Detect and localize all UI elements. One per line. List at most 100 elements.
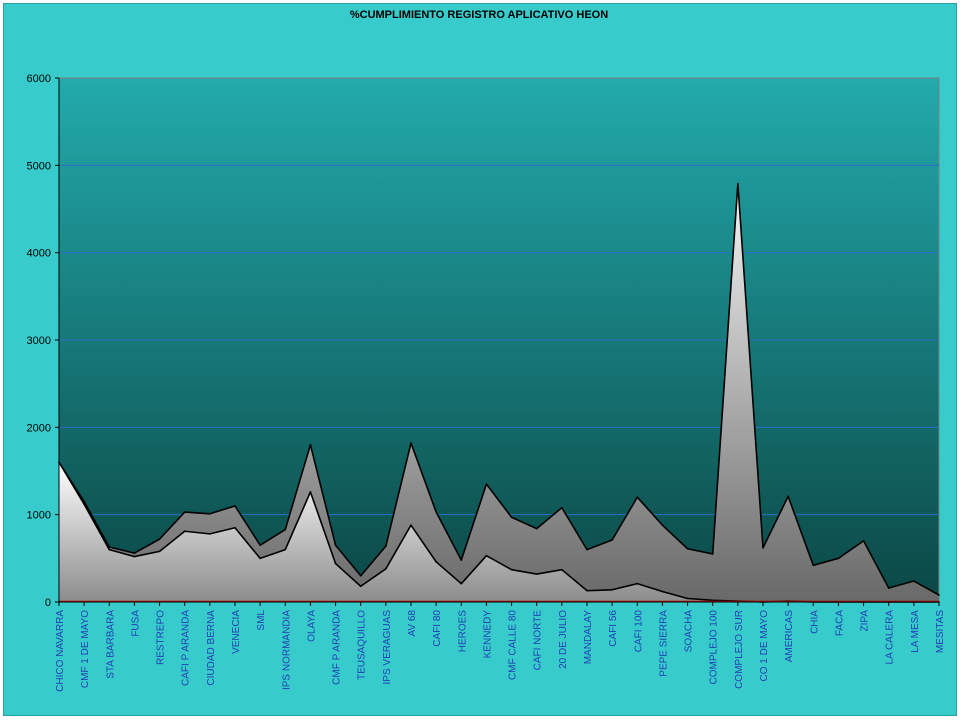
- y-tick-label: 5000: [27, 160, 51, 172]
- chart-title: %CUMPLIMIENTO REGISTRO APLICATIVO HEON: [350, 9, 608, 21]
- data-point: [334, 562, 337, 565]
- x-tick-label: SOACHA: [684, 610, 695, 653]
- data-point: [410, 442, 412, 444]
- data-point: [83, 503, 85, 505]
- data-point: [586, 548, 588, 551]
- data-point: [435, 511, 437, 513]
- x-tick-label: CHIA: [809, 610, 820, 634]
- data-point: [938, 594, 940, 596]
- data-point: [636, 496, 639, 499]
- x-tick-label: RESTREPO: [156, 610, 167, 665]
- x-tick-label: CAFI NORTE: [533, 610, 544, 671]
- data-point: [611, 588, 613, 591]
- x-tick-label: LA CALERA: [885, 610, 896, 665]
- data-point: [108, 548, 111, 551]
- data-point: [510, 568, 513, 571]
- x-tick-label: CIUDAD BERNA: [206, 610, 217, 686]
- x-tick-label: CAFI 80: [432, 610, 443, 647]
- series-area-1: [59, 183, 939, 603]
- x-tick-label: TEUSAQUILLO: [357, 610, 368, 680]
- series-area-2: [59, 462, 939, 602]
- area-chart: %CUMPLIMIENTO REGISTRO APLICATIVO HEON 0…: [27, 9, 946, 692]
- x-tick-label: STA BARBARA: [105, 610, 116, 679]
- data-point: [460, 559, 463, 561]
- data-point: [661, 524, 664, 526]
- data-point: [385, 545, 387, 547]
- y-tick-label: 0: [45, 597, 51, 609]
- x-tick-label: COMPLEJO 100: [709, 610, 720, 685]
- x-tick-label: ZIPA: [860, 610, 871, 632]
- y-tick-label: 4000: [27, 248, 51, 260]
- data-point: [586, 589, 588, 592]
- chart-frame: %CUMPLIMIENTO REGISTRO APLICATIVO HEON 0…: [3, 3, 957, 716]
- data-point: [837, 557, 840, 560]
- data-point: [762, 547, 764, 549]
- x-tick-label: SML: [256, 610, 267, 631]
- x-tick-label: AV 68: [407, 610, 418, 637]
- x-tick-label: CMF CALLE 80: [508, 610, 519, 680]
- y-tick-label: 1000: [27, 510, 51, 522]
- x-tick-label: CAFI 56: [608, 610, 619, 647]
- data-point: [561, 506, 563, 509]
- x-tick-label: KENNEDY: [482, 610, 493, 659]
- data-point: [309, 491, 312, 493]
- x-tick-label: CMF 1 DE MAYO: [80, 610, 91, 688]
- data-point: [737, 182, 739, 185]
- y-tick-label: 2000: [27, 422, 51, 434]
- data-point: [209, 512, 211, 515]
- data-point: [913, 580, 915, 582]
- data-point: [209, 533, 211, 535]
- x-tick-label: COMPLEJO SUR: [734, 610, 745, 689]
- data-point: [611, 539, 613, 541]
- data-point: [259, 544, 261, 547]
- data-point: [661, 590, 664, 593]
- data-point: [535, 527, 538, 530]
- x-tick-label: MESITAS: [935, 610, 946, 653]
- data-point: [133, 555, 136, 558]
- data-point: [812, 564, 815, 567]
- data-point: [234, 505, 236, 507]
- x-tick-label: OLAYA: [306, 610, 317, 642]
- data-point: [158, 550, 161, 553]
- data-point: [561, 568, 563, 571]
- data-point: [284, 528, 287, 531]
- data-point: [359, 575, 362, 577]
- x-tick-label: PEPE SIERRA: [658, 610, 669, 677]
- data-point: [359, 585, 362, 588]
- data-point: [686, 547, 689, 550]
- data-point: [460, 582, 463, 585]
- data-point: [259, 557, 261, 560]
- data-point: [787, 495, 789, 498]
- x-tick-label: AMERICAS: [784, 610, 795, 663]
- data-point: [234, 526, 236, 529]
- data-point: [862, 540, 865, 542]
- data-point: [183, 511, 186, 513]
- x-tick-label: CAFI P ARANDA: [181, 610, 192, 686]
- x-axis: CHICO NAVARRA CMF 1 DE MAYO STA BARBARA FUS…: [55, 601, 946, 692]
- data-point: [83, 500, 85, 503]
- x-tick-label: CMF P ARANDA: [332, 610, 343, 685]
- data-point: [711, 553, 714, 555]
- x-tick-label: CAFI 100: [633, 610, 644, 653]
- x-tick-label: MANDALAY: [583, 610, 594, 665]
- y-tick-label: 6000: [27, 73, 51, 85]
- data-point: [887, 587, 890, 589]
- data-point: [435, 561, 437, 563]
- series-line-1: [58, 182, 940, 596]
- data-point: [636, 582, 639, 585]
- data-point: [309, 444, 312, 446]
- data-point: [183, 530, 186, 533]
- x-tick-label: VENECIA: [231, 610, 242, 654]
- data-point: [510, 516, 513, 519]
- data-point: [385, 568, 387, 570]
- x-tick-label: 20 DE JULIO: [558, 610, 569, 669]
- x-tick-label: CO 1 DE MAYO: [759, 610, 770, 682]
- x-tick-label: CHICO NAVARRA: [55, 610, 66, 692]
- x-tick-label: FACA: [834, 610, 845, 636]
- data-point: [686, 597, 689, 600]
- data-point: [535, 573, 538, 575]
- y-tick-label: 3000: [27, 335, 51, 347]
- x-tick-label: IPS NORMANDIA: [281, 610, 292, 690]
- data-point: [158, 538, 161, 540]
- x-tick-label: HEROES: [457, 610, 468, 653]
